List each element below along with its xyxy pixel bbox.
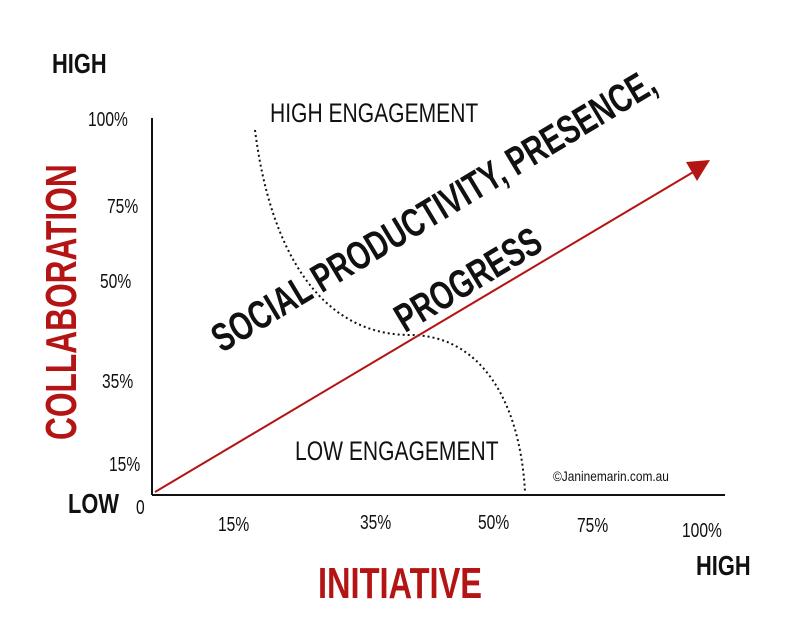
y-tick-15: 15%: [109, 454, 141, 476]
x-tick-50: 50%: [478, 512, 510, 534]
y-axis-title: COLLABORATION: [37, 164, 86, 440]
progress-arrow-line: [154, 170, 696, 493]
y-axis-high-label: HIGH: [52, 48, 107, 79]
x-tick-35: 35%: [360, 512, 392, 534]
x-tick-75: 75%: [577, 515, 609, 537]
y-tick-50: 50%: [100, 271, 132, 293]
y-axis-low-label: LOW: [68, 488, 119, 519]
x-tick-100: 100%: [682, 520, 722, 542]
origin-label: 0: [136, 497, 145, 519]
y-tick-100: 100%: [88, 109, 128, 131]
high-engagement-label: HIGH ENGAGEMENT: [270, 98, 479, 128]
copyright-text: ©Janinemarin.com.au: [553, 468, 669, 484]
x-tick-15: 15%: [218, 514, 250, 536]
y-tick-35: 35%: [102, 371, 134, 393]
y-tick-75: 75%: [107, 196, 139, 218]
x-axis-high-label: HIGH: [696, 550, 751, 581]
progress-arrow-head: [686, 160, 710, 181]
x-axis-title: INITIATIVE: [318, 559, 483, 608]
low-engagement-label: LOW ENGAGEMENT: [295, 436, 499, 466]
